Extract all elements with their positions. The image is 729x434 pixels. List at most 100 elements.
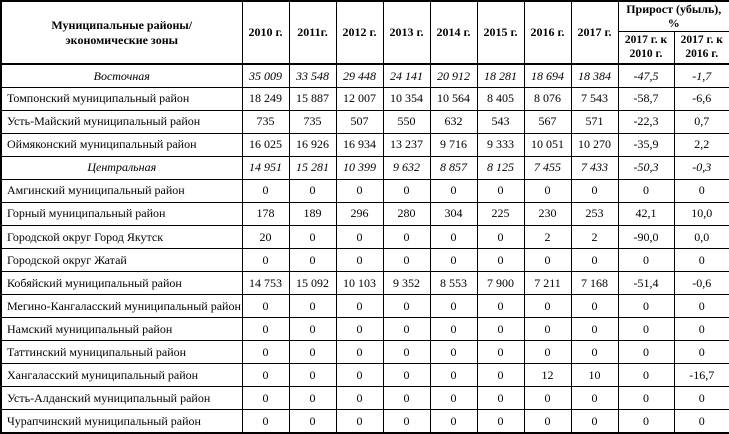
cell-value: 24 141 xyxy=(382,63,431,88)
cell-value: 0 xyxy=(429,317,478,342)
cell-value: 29 448 xyxy=(335,63,384,88)
table-row: Амгинский муниципальный район 0 0 0 0 0 0 0 0 0 0 xyxy=(0,178,729,203)
row-label: Хангаласский муниципальный район xyxy=(0,363,243,388)
cell-value: 0 xyxy=(523,178,572,203)
growth-2010-line2: 2010 г. xyxy=(629,47,663,60)
cell-value: 0,7 xyxy=(673,109,729,134)
cell-value: 0 xyxy=(429,178,478,203)
row-label: Восточная xyxy=(0,63,243,88)
row-label: Центральная xyxy=(0,155,243,180)
cell-value: 0 xyxy=(617,409,675,434)
cell-value: 2 xyxy=(523,224,572,250)
cell-value: 550 xyxy=(382,109,431,134)
cell-value: 7 168 xyxy=(570,271,619,296)
cell-value: 253 xyxy=(570,201,619,227)
cell-value: -90,0 xyxy=(617,224,675,250)
growth-2016-line1: 2017 г. к xyxy=(680,33,723,46)
cell-value: -0,6 xyxy=(673,271,729,296)
cell-value: 0 xyxy=(288,386,337,411)
row-label: Оймяконский муниципальный район xyxy=(0,132,243,157)
cell-value: 0 xyxy=(429,224,478,250)
cell-value: 0 xyxy=(429,409,478,434)
table-row: Намский муниципальный район 0 0 0 0 0 0 0 0 0 0 xyxy=(0,317,729,342)
cell-value: 7 211 xyxy=(523,271,572,296)
cell-value: 10 xyxy=(570,363,619,388)
cell-value: 178 xyxy=(241,201,290,227)
cell-value: 0 xyxy=(476,317,525,342)
header-row-bottom: 2017 г. к 2010 г. 2017 г. к 2016 г. xyxy=(1,30,729,65)
row-label: Усть-Майский муниципальный район xyxy=(0,109,243,134)
cell-value: 0 xyxy=(429,294,478,319)
cell-value: 9 716 xyxy=(429,132,478,157)
column-header-growth-2017-2016: 2017 г. к 2016 г. xyxy=(673,30,729,65)
cell-value: 543 xyxy=(476,109,525,134)
cell-value: -6,6 xyxy=(673,86,729,111)
column-header-growth-group: Прирост (убыль), % xyxy=(617,0,729,32)
cell-value: 0 xyxy=(617,340,675,365)
table-row: Городской округ Жатай 0 0 0 0 0 0 0 0 0 0 xyxy=(0,248,729,273)
cell-value: 0 xyxy=(288,363,337,388)
cell-value: 0 xyxy=(241,363,290,388)
cell-value: 33 548 xyxy=(288,63,337,88)
cell-value: 0 xyxy=(241,248,290,273)
table-body: Восточная 35 009 33 548 29 448 24 141 20 912 1… xyxy=(0,63,729,434)
cell-value: 35 009 xyxy=(241,63,290,88)
cell-value: 0 xyxy=(673,248,729,273)
cell-value: 16 934 xyxy=(335,132,384,157)
table-row: Усть-Майский муниципальный район 735 735 50… xyxy=(0,109,729,134)
cell-value: 0 xyxy=(523,317,572,342)
cell-value: 0 xyxy=(523,340,572,365)
cell-value: 2,2 xyxy=(673,132,729,157)
row-label: Горный муниципальный район xyxy=(0,201,243,227)
cell-value: 15 281 xyxy=(288,155,337,180)
column-header-year-2012: 2012 г. xyxy=(335,0,384,65)
cell-value: 280 xyxy=(382,201,431,227)
cell-value: 2 xyxy=(570,224,619,250)
cell-value: 735 xyxy=(288,109,337,134)
cell-value: 0 xyxy=(476,409,525,434)
cell-value: 10 270 xyxy=(570,132,619,157)
cell-value: 0 xyxy=(335,248,384,273)
cell-value: -35,9 xyxy=(617,132,675,157)
cell-value: 0 xyxy=(523,409,572,434)
cell-value: 225 xyxy=(476,201,525,227)
cell-value: 8 405 xyxy=(476,86,525,111)
cell-value: 189 xyxy=(288,201,337,227)
cell-value: 0 xyxy=(617,178,675,203)
cell-value: 9 632 xyxy=(382,155,431,180)
column-header-year-2011: 2011г. xyxy=(288,0,337,65)
cell-value: 0 xyxy=(382,340,431,365)
cell-value: 7 433 xyxy=(570,155,619,180)
cell-value: 8 553 xyxy=(429,271,478,296)
cell-value: 0 xyxy=(476,340,525,365)
cell-value: 0 xyxy=(382,363,431,388)
cell-value: 230 xyxy=(523,201,572,227)
cell-value: 0 xyxy=(429,340,478,365)
region-header-line1: Муниципальные районы/ xyxy=(51,18,193,33)
cell-value: 0 xyxy=(476,178,525,203)
cell-value: 0 xyxy=(241,386,290,411)
table-row: Таттинский муниципальный район 0 0 0 0 0 0 0 0 0 0 xyxy=(0,340,729,365)
cell-value: 7 900 xyxy=(476,271,525,296)
cell-value: 8 857 xyxy=(429,155,478,180)
table-row: Горный муниципальный район 178 189 296 280 30… xyxy=(0,201,729,227)
cell-value: 16 926 xyxy=(288,132,337,157)
header-row-top: Муниципальные районы/ экономические зоны… xyxy=(0,0,729,65)
cell-value: 0 xyxy=(523,294,572,319)
cell-value: 0 xyxy=(429,386,478,411)
column-header-year-2017: 2017 г. xyxy=(570,0,619,65)
cell-value: 14 753 xyxy=(241,271,290,296)
cell-value: 0 xyxy=(335,340,384,365)
cell-value: 0 xyxy=(335,386,384,411)
cell-value: 0 xyxy=(476,248,525,273)
column-header-year-2010: 2010 г. xyxy=(241,0,290,65)
row-label: Городской округ Жатай xyxy=(0,248,243,273)
table-row: Хангаласский муниципальный район 0 0 0 0 0 0 12… xyxy=(0,363,729,388)
table-header: Муниципальные районы/ экономические зоны… xyxy=(0,0,729,65)
region-header-line2: экономические зоны xyxy=(65,32,178,47)
cell-value: 0 xyxy=(241,294,290,319)
cell-value: 13 237 xyxy=(382,132,431,157)
row-label: Намский муниципальный район xyxy=(0,317,243,342)
cell-value: 571 xyxy=(570,109,619,134)
cell-value: 10 051 xyxy=(523,132,572,157)
